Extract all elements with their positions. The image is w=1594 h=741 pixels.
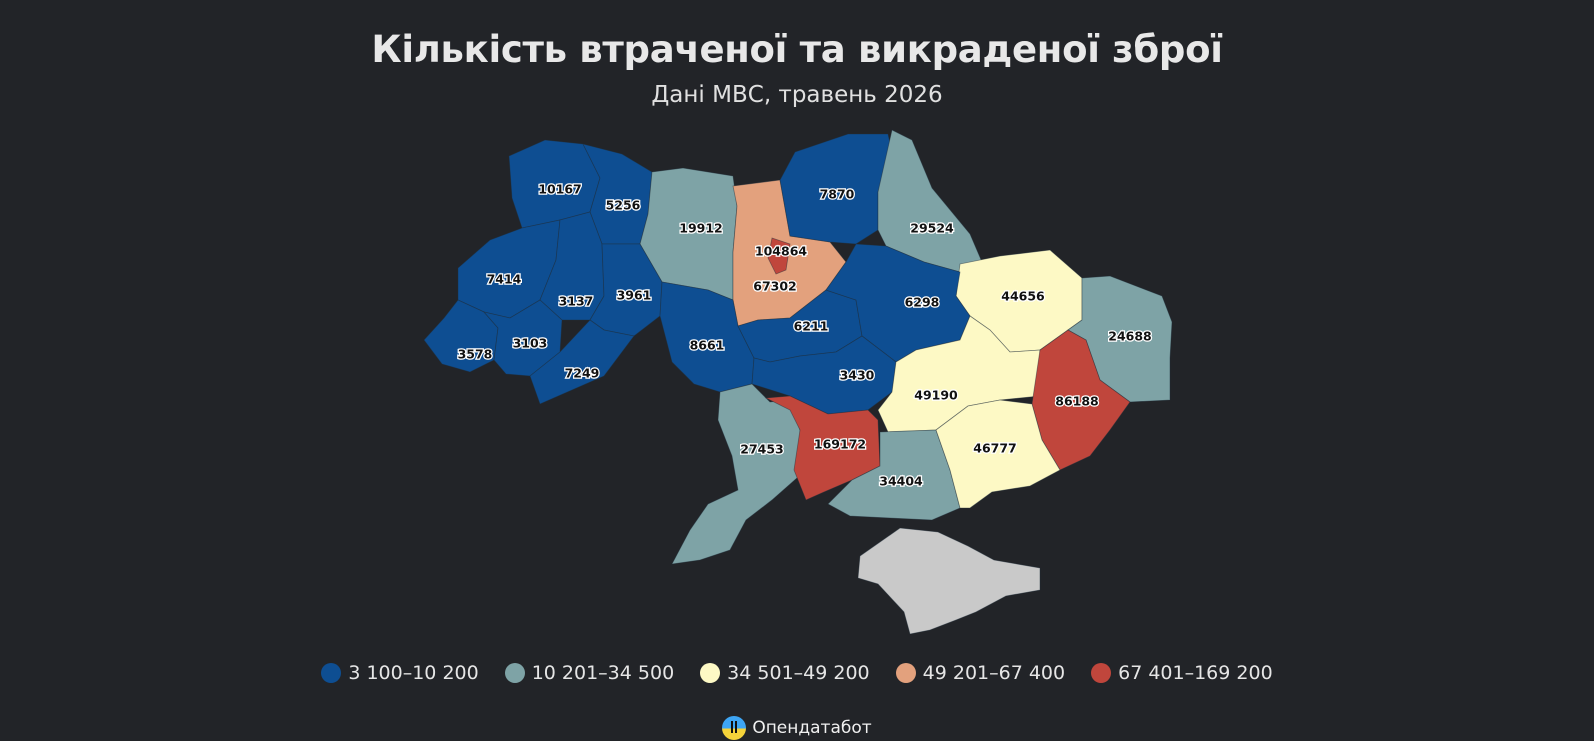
label-luhansk: 24688 <box>1108 329 1152 344</box>
legend-swatch <box>895 663 916 683</box>
label-chernihiv: 7870 <box>820 187 855 202</box>
legend-swatch <box>700 663 721 683</box>
legend-item[interactable]: 49 201–67 400 <box>895 662 1066 684</box>
region-kyiv-city[interactable] <box>767 237 791 275</box>
legend-label: 67 401–169 200 <box>1118 662 1273 684</box>
label-chernivtsi: 7249 <box>565 366 600 381</box>
legend-item[interactable]: 10 201–34 500 <box>504 662 675 684</box>
label-kharkiv: 44656 <box>1001 289 1045 304</box>
legend-label: 3 100–10 200 <box>348 662 479 684</box>
credit-footer[interactable]: Опендатабот <box>0 716 1594 740</box>
label-donetsk: 86188 <box>1055 394 1099 409</box>
region-odesa[interactable] <box>671 383 807 565</box>
label-mykolaiv: 169172 <box>814 437 866 452</box>
label-ivano-frankivsk: 3103 <box>513 336 548 351</box>
label-kyiv-oblast: 67302 <box>753 279 797 294</box>
label-kyiv-city: 104864 <box>755 244 807 259</box>
label-sumy: 29524 <box>910 221 954 236</box>
legend-item[interactable]: 34 501–49 200 <box>700 662 870 684</box>
legend-swatch <box>321 663 342 683</box>
label-odesa: 27453 <box>740 442 784 457</box>
label-kirovohrad: 3430 <box>840 368 875 383</box>
label-khmelnytskyi: 3961 <box>617 288 652 303</box>
legend-item[interactable]: 3 100–10 200 <box>321 662 479 684</box>
value-labels: 10167 5256 19912 104864 67302 7870 29524… <box>456 180 1153 490</box>
credit-label: Опендатабот <box>752 718 872 738</box>
label-dnipropetrovsk: 49190 <box>914 388 958 403</box>
label-vinnytsia: 8661 <box>690 338 725 353</box>
map-title: Кількість втраченої та викраденої зброї <box>371 28 1223 71</box>
legend-item[interactable]: 67 401–169 200 <box>1091 662 1273 684</box>
region-crimea <box>857 527 1041 635</box>
label-lviv: 7414 <box>487 272 522 287</box>
map-subtitle: Дані МВС, травень 2026 <box>651 82 943 108</box>
regions-layer <box>423 129 1173 635</box>
region-luhansk[interactable] <box>1067 275 1173 403</box>
legend-label: 10 201–34 500 <box>531 662 675 684</box>
region-zaporizhzhia[interactable] <box>935 399 1061 509</box>
label-volyn: 10167 <box>538 182 582 197</box>
region-chernivtsi[interactable] <box>529 319 635 405</box>
label-poltava: 6298 <box>905 295 940 310</box>
opendatabot-logo-icon <box>722 716 747 740</box>
legend-label: 34 501–49 200 <box>727 662 870 684</box>
label-ternopil: 3137 <box>559 294 594 309</box>
label-zaporizhzhia: 46777 <box>973 441 1017 456</box>
map-legend: 3 100–10 200 10 201–34 500 34 501–49 200… <box>0 662 1594 684</box>
label-kherson: 34404 <box>879 474 923 489</box>
label-zhytomyr: 19912 <box>679 221 723 236</box>
label-zakarpattia: 3578 <box>458 347 493 362</box>
legend-swatch <box>1091 663 1112 683</box>
legend-swatch <box>504 663 525 683</box>
legend-label: 49 201–67 400 <box>922 662 1066 684</box>
label-cherkasy: 6211 <box>794 319 829 334</box>
label-rivne: 5256 <box>606 198 641 213</box>
